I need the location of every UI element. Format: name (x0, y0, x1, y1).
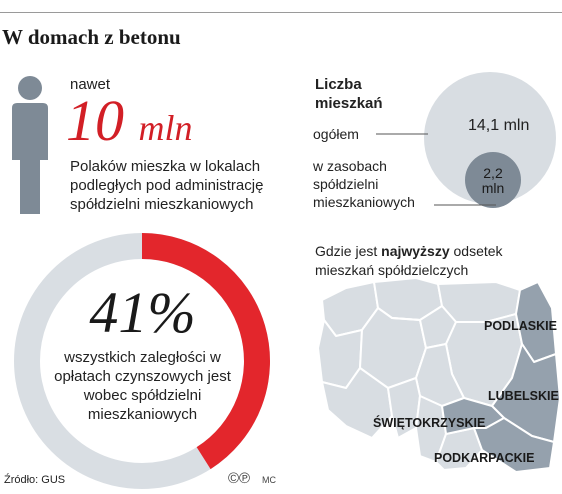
residents-circles (376, 72, 556, 208)
region-podkarpackie (473, 417, 555, 473)
map-caption-pre: Gdzie jest (315, 243, 382, 259)
intro-text: Polaków mieszka w lokalach podległych po… (70, 158, 264, 213)
total-value: 14,1 mln (468, 117, 530, 134)
region-label-lubelskie: LUBELSKIE (488, 389, 559, 403)
total-circle (424, 72, 556, 204)
intro-prefix: nawet (70, 76, 111, 93)
map-caption-bold: najwyższy (381, 243, 450, 259)
page-title: W domach z betonu (2, 25, 181, 49)
residents-title: Liczba mieszkań (315, 76, 383, 112)
map-caption-post: odsetek mieszkań spółdzielczych (315, 243, 503, 278)
coop-label: w zasobach spółdzielni mieszkaniowych (313, 158, 415, 210)
author-initials: MC (262, 475, 276, 485)
poland-map (317, 278, 560, 473)
arrears-donut (14, 233, 270, 489)
copyright-mark: ©℗ (228, 470, 251, 487)
total-label: ogółem (313, 126, 359, 142)
top-rule (0, 12, 562, 13)
intro-number-value: 10 (66, 88, 124, 153)
arrears-percent: 41% (89, 280, 196, 345)
coop-value: 2,2 mln (481, 165, 505, 196)
region-label-podkarpackie: PODKARPACKIE (434, 451, 535, 465)
region-label-swietokrzyskie: ŚWIĘTOKRZYSKIE (373, 416, 486, 430)
arrears-text: wszystkich zaległości w opłatach czynszo… (54, 349, 231, 423)
intro-number: 10 mln (66, 90, 193, 159)
person-icon (12, 76, 48, 214)
source-note: Źródło: GUS (4, 474, 66, 486)
coop-circle (465, 152, 521, 208)
map-caption: Gdzie jest najwyższy odsetek mieszkań sp… (315, 242, 560, 280)
intro-number-unit: mln (138, 108, 193, 148)
region-label-podlaskie: PODLASKIE (484, 319, 557, 333)
donut-ring-share (141, 233, 270, 470)
